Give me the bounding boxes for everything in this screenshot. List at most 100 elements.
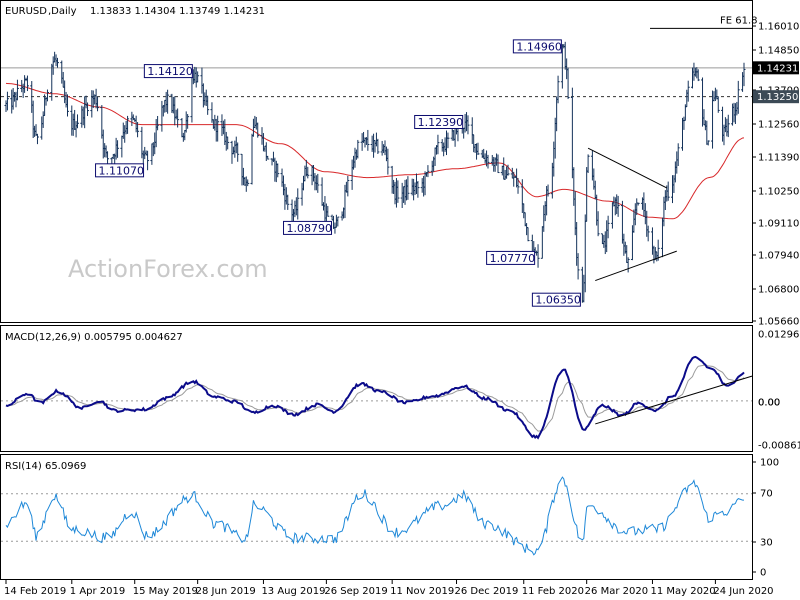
grid-layer: FE 61.8 bbox=[1, 15, 758, 542]
ohlc-bar bbox=[346, 175, 350, 197]
ohlc-bar bbox=[742, 62, 746, 87]
price-y-tick-label: 1.07940 bbox=[758, 251, 799, 262]
price-annotation: 1.12390 bbox=[414, 114, 464, 129]
ohlc-bar bbox=[616, 195, 620, 217]
ohlc-bar bbox=[556, 75, 560, 104]
rsi-label: RSI(14) 65.0969 bbox=[5, 461, 86, 472]
rsi-y-tick-label: 100 bbox=[760, 458, 779, 469]
macd-label: MACD(12,26,9) 0.005795 0.004627 bbox=[5, 332, 183, 343]
price-y-tick-label: 1.16010 bbox=[758, 22, 799, 33]
macd-y-tick-label: 0.00 bbox=[758, 398, 780, 409]
x-tick-label: 26 Mar 2020 bbox=[585, 586, 648, 597]
price-annotation-label: 1.14120 bbox=[147, 65, 193, 78]
ohlc-bar bbox=[15, 79, 19, 101]
ohlc-bar bbox=[626, 257, 630, 273]
ohlc-bar bbox=[716, 96, 720, 113]
x-tick-label: 13 Aug 2019 bbox=[261, 586, 325, 597]
price-y-tick-label: 1.09110 bbox=[758, 219, 799, 230]
rsi-line bbox=[5, 476, 744, 556]
macd-y-tick-label: -0.008616 bbox=[758, 441, 800, 452]
price-annotation: 1.08790 bbox=[283, 220, 333, 235]
price-annotation: 1.06350 bbox=[531, 292, 581, 307]
x-tick-label: 14 Feb 2019 bbox=[4, 586, 66, 597]
price-annotation-label: 1.08790 bbox=[287, 222, 333, 235]
ohlc-bar bbox=[526, 227, 530, 242]
ohlc-bar bbox=[250, 133, 254, 185]
rsi-y-tick-label: 30 bbox=[760, 538, 773, 549]
ohlc-bar bbox=[570, 87, 574, 179]
ohlc-bar bbox=[196, 71, 200, 83]
ohlc-bar bbox=[126, 115, 130, 134]
ohlc-bar bbox=[236, 142, 240, 162]
x-tick-label: 1 Apr 2019 bbox=[70, 586, 125, 597]
ohlc-bar bbox=[96, 96, 100, 112]
price-annotation: 1.14960 bbox=[512, 39, 562, 54]
price-annotation: 1.07770 bbox=[486, 250, 536, 265]
ohlc-bar bbox=[606, 215, 610, 239]
ohlc-bar bbox=[546, 184, 550, 197]
ohlc-bar bbox=[256, 122, 260, 138]
price-y-tick-label: 1.05660 bbox=[758, 317, 799, 328]
ohlc-bar bbox=[486, 154, 490, 169]
price-tag-label: 1.14231 bbox=[757, 63, 798, 74]
x-tick-label: 26 Sep 2019 bbox=[324, 586, 387, 597]
ohlc-bar bbox=[636, 202, 640, 206]
ohlc-bar bbox=[436, 134, 440, 155]
macd-panel-frame bbox=[0, 325, 753, 452]
x-tick-label: 15 May 2019 bbox=[133, 586, 198, 597]
ohlc-bar bbox=[116, 140, 120, 158]
trendline-upper bbox=[587, 147, 667, 189]
ohlc-bar bbox=[386, 148, 390, 175]
price-annotation: 1.11070 bbox=[95, 163, 145, 178]
ohlc-bar bbox=[666, 181, 670, 201]
macd-layer bbox=[5, 355, 753, 440]
ma-layer bbox=[5, 82, 745, 220]
x-tick-label: 28 Jun 2019 bbox=[196, 586, 256, 597]
ohlc-bar bbox=[246, 179, 250, 187]
watermark: ActionForex.com bbox=[68, 255, 268, 283]
price-annotation-label: 1.14960 bbox=[516, 40, 562, 53]
ohlc-bar bbox=[136, 122, 140, 138]
ohlc-bar bbox=[416, 181, 420, 198]
price-header-timeframe: ,Daily bbox=[48, 6, 77, 17]
ohlc-bar bbox=[5, 91, 9, 111]
rsi-panel-frame bbox=[0, 454, 753, 580]
ohlc-bar bbox=[516, 178, 520, 194]
price-annotation-label: 1.11070 bbox=[99, 164, 145, 177]
price-annotation-label: 1.12390 bbox=[418, 116, 464, 129]
ohlc-bar bbox=[326, 205, 330, 217]
ohlc-bar bbox=[656, 239, 660, 261]
price-y-tick-label: 1.06800 bbox=[758, 285, 799, 296]
ohlc-bar bbox=[336, 216, 340, 227]
ohlc-bar bbox=[356, 139, 360, 159]
price-panel-frame bbox=[0, 0, 753, 323]
ohlc-bar bbox=[306, 166, 310, 179]
ohlc-bar bbox=[206, 95, 210, 115]
annotation-layer: 1.11070 1.14120 1.08790 1.12390 1.07770 1.149… bbox=[95, 39, 677, 307]
ohlc-bar bbox=[536, 244, 540, 268]
ohlc-bar bbox=[366, 129, 370, 151]
price-annotation-label: 1.07770 bbox=[490, 252, 536, 265]
ohlc-bar bbox=[506, 164, 510, 176]
ohlc-bar bbox=[86, 102, 90, 117]
ohlc-bar bbox=[736, 80, 740, 114]
ohlc-bar bbox=[446, 132, 450, 149]
ohlc-bar bbox=[696, 69, 700, 82]
ohlc-bar bbox=[25, 75, 29, 92]
ohlc-bar bbox=[585, 167, 589, 222]
ohlc-bar bbox=[226, 136, 230, 150]
ohlc-bar bbox=[406, 176, 410, 200]
x-tick-label: 11 Feb 2020 bbox=[522, 586, 584, 597]
ohlc-bar bbox=[646, 225, 650, 242]
ohlc-bar bbox=[376, 138, 380, 154]
ohlc-bar bbox=[586, 154, 590, 173]
ohlc-bar bbox=[726, 114, 730, 138]
ohlc-bar bbox=[55, 57, 59, 68]
ohlc-bar bbox=[320, 177, 324, 206]
ohlc-bar bbox=[76, 114, 80, 129]
price-tag-label: 1.13250 bbox=[757, 92, 798, 103]
ohlc-bar bbox=[166, 89, 170, 114]
